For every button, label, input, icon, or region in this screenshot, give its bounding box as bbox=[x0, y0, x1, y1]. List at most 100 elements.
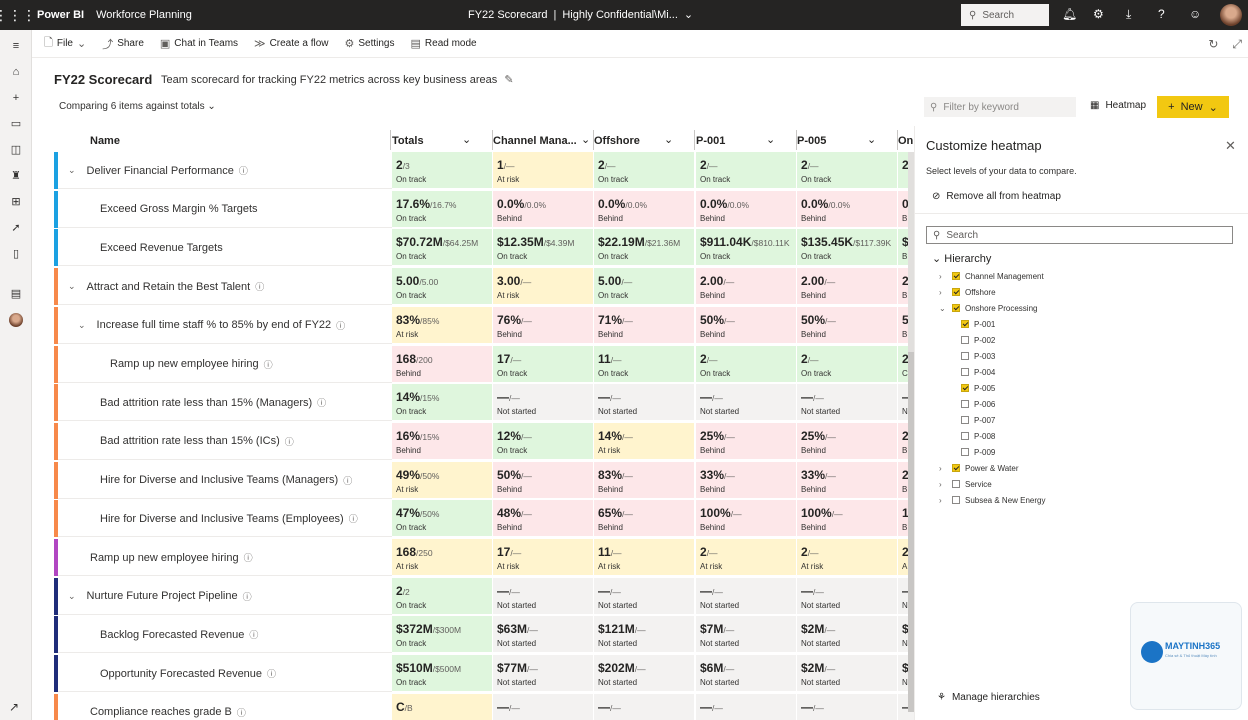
column-divider[interactable] bbox=[390, 130, 391, 150]
metric-cell[interactable]: 17/— At risk bbox=[493, 539, 593, 575]
scrollbar-thumb[interactable] bbox=[908, 352, 914, 712]
metric-cell[interactable]: 5.00/— On track bbox=[594, 268, 694, 305]
column-header-3[interactable]: Offshore bbox=[594, 135, 640, 147]
hierarchy-checkbox[interactable] bbox=[961, 336, 969, 344]
hierarchy-checkbox[interactable] bbox=[961, 416, 969, 424]
metric-cell[interactable]: $22.19M/$21.36M On track bbox=[594, 229, 694, 266]
sort-chevron-icon[interactable]: ⌄ bbox=[462, 133, 472, 146]
metric-cell[interactable]: $12.35M/$4.39M On track bbox=[493, 229, 593, 266]
metric-cell[interactable]: 100%/— Behind bbox=[797, 500, 897, 537]
info-icon[interactable]: ⓘ bbox=[236, 707, 246, 718]
hierarchy-toggle[interactable]: ⌄ Hierarchy bbox=[932, 252, 991, 265]
metric-cell[interactable]: 2.00/— Behind bbox=[797, 268, 897, 305]
info-icon[interactable]: ⓘ bbox=[263, 359, 273, 370]
app-name[interactable]: Power BI bbox=[37, 9, 85, 21]
chevron-down-icon[interactable]: ⌄ bbox=[68, 281, 76, 292]
row-name[interactable]: Ramp up new employee hiring ⓘ bbox=[110, 346, 273, 383]
metric-cell[interactable]: $121M/— Not started bbox=[594, 616, 694, 653]
info-icon[interactable]: ⓘ bbox=[348, 514, 358, 525]
info-icon[interactable]: ⓘ bbox=[343, 475, 353, 486]
row-name[interactable]: Hire for Diverse and Inclusive Teams (Ma… bbox=[100, 462, 352, 499]
chevron-down-icon[interactable]: ⌄ bbox=[68, 590, 76, 601]
metric-cell[interactable]: 100%/— Behind bbox=[696, 500, 796, 537]
metric-cell[interactable]: —/— Not started bbox=[493, 577, 593, 614]
metric-cell[interactable]: 16%/15% Behind bbox=[392, 422, 492, 459]
hierarchy-checkbox[interactable] bbox=[961, 448, 969, 456]
metric-cell[interactable]: 11/— On track bbox=[594, 345, 694, 382]
gear-icon[interactable]: ⚙ bbox=[1093, 7, 1104, 21]
metric-cell[interactable]: —/— bbox=[493, 693, 593, 720]
metric-cell[interactable]: —/— Not started bbox=[696, 577, 796, 614]
row-name[interactable]: Opportunity Forecasted Revenue ⓘ bbox=[100, 655, 276, 692]
column-header-0[interactable]: Name bbox=[90, 135, 120, 147]
hierarchy-checkbox[interactable] bbox=[952, 304, 960, 312]
metric-cell[interactable]: 2/— On track bbox=[696, 345, 796, 382]
help-icon[interactable]: ? bbox=[1158, 7, 1165, 21]
info-icon[interactable]: ⓘ bbox=[238, 166, 248, 176]
create-icon[interactable]: + bbox=[12, 92, 20, 104]
column-header-4[interactable]: P-001 bbox=[696, 135, 726, 147]
chevron-right-icon[interactable]: › bbox=[939, 479, 942, 489]
metric-cell[interactable]: $2M/— Not started bbox=[797, 616, 897, 653]
metric-cell[interactable]: $135.45K/$117.39K On track bbox=[797, 229, 897, 266]
metric-cell[interactable]: $77M/— Not started bbox=[493, 655, 593, 692]
hierarchy-checkbox[interactable] bbox=[961, 400, 969, 408]
manage-hierarchies-button[interactable]: ⚘ Manage hierarchies bbox=[937, 692, 1040, 703]
metric-cell[interactable]: $2M/— Not started bbox=[797, 655, 897, 692]
hierarchy-item[interactable]: P-005 bbox=[961, 381, 995, 395]
learn-icon[interactable]: ▯ bbox=[12, 248, 20, 260]
chevron-down-icon[interactable]: ⌄ bbox=[68, 165, 76, 175]
hierarchy-checkbox[interactable] bbox=[952, 272, 960, 280]
metric-cell[interactable]: 47%/50% On track bbox=[392, 500, 492, 537]
metric-cell[interactable]: 2/— On track bbox=[696, 152, 796, 188]
info-icon[interactable]: ⓘ bbox=[242, 591, 252, 602]
metric-cell[interactable]: 50%/— Behind bbox=[493, 461, 593, 498]
chevron-right-icon[interactable]: › bbox=[939, 495, 942, 505]
metric-cell[interactable]: $372M/$300M On track bbox=[392, 616, 492, 653]
metric-cell[interactable]: 17.6%/16.7% On track bbox=[392, 190, 492, 227]
command-share[interactable]: ⤴ Share bbox=[98, 34, 148, 53]
hierarchy-checkbox[interactable] bbox=[961, 368, 969, 376]
metric-cell[interactable]: 0.0%/0.0% Behind bbox=[594, 190, 694, 227]
refresh-icon[interactable]: ↻ bbox=[1208, 37, 1219, 51]
info-icon[interactable]: ⓘ bbox=[317, 398, 327, 409]
row-name[interactable]: Backlog Forecasted Revenue ⓘ bbox=[100, 616, 258, 653]
command-chat-in-teams[interactable]: ▣ Chat in Teams bbox=[156, 34, 242, 53]
hierarchy-item[interactable]: P-008 bbox=[961, 429, 995, 443]
hierarchy-item[interactable]: › Power & Water bbox=[939, 461, 1019, 475]
hierarchy-item[interactable]: P-006 bbox=[961, 397, 995, 411]
column-divider[interactable] bbox=[796, 130, 797, 150]
hierarchy-item[interactable]: › Channel Management bbox=[939, 269, 1044, 283]
metric-cell[interactable]: 83%/85% At risk bbox=[392, 306, 492, 343]
hierarchy-item[interactable]: › Offshore bbox=[939, 285, 996, 299]
metric-cell[interactable]: 12%/— On track bbox=[493, 422, 593, 459]
edit-pencil-icon[interactable]: ✎ bbox=[504, 74, 514, 86]
metric-cell[interactable]: —/— Not started bbox=[696, 384, 796, 421]
hierarchy-item[interactable]: › Subsea & New Energy bbox=[939, 493, 1046, 507]
user-avatar[interactable] bbox=[1220, 4, 1242, 26]
metric-cell[interactable]: 76%/— Behind bbox=[493, 306, 593, 343]
column-header-6[interactable]: On bbox=[898, 135, 914, 147]
metric-cell[interactable]: 1/— At risk bbox=[493, 152, 593, 188]
metric-cell[interactable]: 2/— At risk bbox=[696, 539, 796, 575]
metric-cell[interactable]: —/— Not started bbox=[493, 384, 593, 421]
hierarchy-checkbox[interactable] bbox=[961, 352, 969, 360]
metric-cell[interactable]: 25%/— Behind bbox=[797, 422, 897, 459]
hierarchy-checkbox[interactable] bbox=[961, 320, 969, 328]
fullscreen-icon[interactable]: ⤢ bbox=[1232, 37, 1242, 51]
metric-cell[interactable]: $7M/— Not started bbox=[696, 616, 796, 653]
sort-chevron-icon[interactable]: ⌄ bbox=[867, 133, 877, 146]
metric-cell[interactable]: —/— Not started bbox=[594, 384, 694, 421]
global-search[interactable]: ⚲ Search bbox=[961, 4, 1049, 26]
info-icon[interactable]: ⓘ bbox=[243, 553, 253, 563]
metric-cell[interactable]: 0.0%/0.0% Behind bbox=[696, 190, 796, 227]
vertical-scrollbar[interactable] bbox=[908, 152, 914, 712]
hierarchy-item[interactable]: P-002 bbox=[961, 333, 995, 347]
metric-cell[interactable]: 83%/— Behind bbox=[594, 461, 694, 498]
row-name[interactable]: Exceed Revenue Targets bbox=[100, 229, 223, 266]
chevron-right-icon[interactable]: › bbox=[939, 287, 942, 297]
new-button[interactable]: + New ⌄ bbox=[1157, 96, 1229, 118]
feedback-smiley-icon[interactable]: ☺ bbox=[1189, 7, 1202, 21]
command-read-mode[interactable]: ▤ Read mode bbox=[407, 34, 481, 53]
metric-cell[interactable]: $510M/$500M On track bbox=[392, 655, 492, 692]
